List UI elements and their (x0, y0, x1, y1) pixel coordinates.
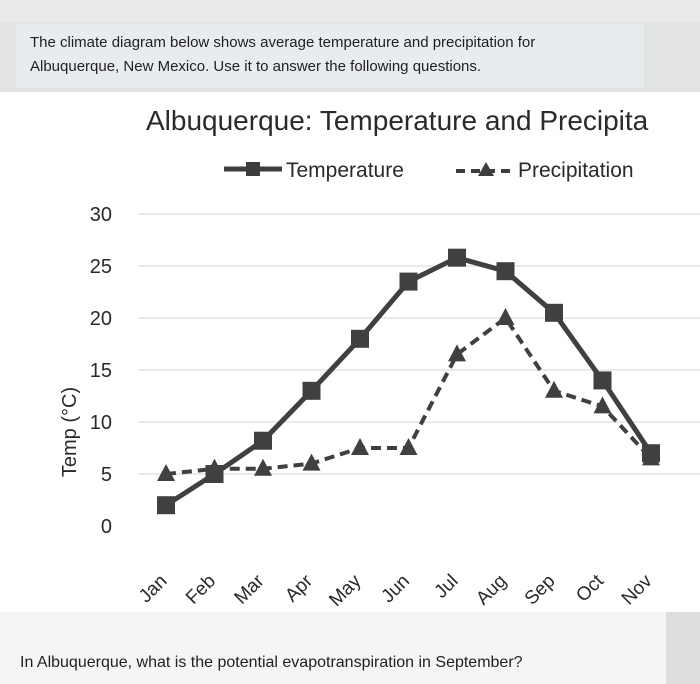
precipitation-point (496, 308, 515, 325)
legend-precipitation-label: Precipitation (518, 159, 634, 182)
x-tick-labels: Jan Feb Mar Apr May Jun Jul Aug Sep Oct Nov (135, 570, 657, 611)
temperature-point (302, 381, 321, 400)
legend: Temperature Precipitation (224, 159, 634, 182)
chart-title: Albuquerque: Temperature and Precipita (146, 105, 649, 136)
intro-text-box: The climate diagram below shows average … (16, 24, 644, 88)
temperature-point (157, 496, 175, 515)
precipitation-point (399, 438, 418, 455)
temperature-point (351, 329, 369, 348)
precipitation-point (205, 458, 224, 476)
intro-line-1: The climate diagram below shows average … (30, 34, 536, 51)
precipitation-point (351, 438, 369, 455)
precipitation-point (157, 464, 175, 481)
right-edge (666, 612, 700, 684)
x-tick-label: Jul (431, 571, 463, 603)
precipitation-point (302, 453, 321, 471)
x-tick-label: Sep (521, 571, 560, 610)
temperature-point (496, 262, 515, 281)
temperature-point (254, 431, 272, 450)
legend-precipitation-marker (478, 162, 494, 176)
x-tick-label: Feb (182, 571, 220, 609)
precipitation-point (593, 396, 612, 414)
climate-chart: Albuquerque: Temperature and Precipita T… (59, 105, 700, 611)
x-tick-label: Oct (572, 570, 608, 606)
precipitation-point (642, 448, 660, 466)
x-tick-label: Jun (378, 571, 415, 608)
y-tick-label: 30 (90, 204, 112, 226)
x-tick-label: Apr (281, 570, 317, 606)
y-tick-label: 0 (101, 516, 112, 538)
legend-temperature-marker (246, 162, 260, 176)
chart-area: Albuquerque: Temperature and Precipita T… (0, 92, 700, 612)
precipitation-point (545, 380, 563, 398)
x-tick-label: May (325, 570, 366, 611)
question-text: In Albuquerque, what is the potential ev… (20, 654, 523, 671)
temperature-point (593, 371, 612, 390)
top-band (0, 0, 700, 22)
y-axis-title: Temp (°C) (59, 387, 81, 477)
question-panel (0, 612, 666, 684)
temperature-point (399, 272, 418, 291)
gridlines (138, 213, 700, 475)
x-tick-label: Mar (231, 570, 269, 608)
temperature-point (545, 303, 563, 322)
legend-temperature-label: Temperature (286, 159, 404, 182)
y-tick-label: 10 (90, 412, 112, 434)
y-tick-label: 25 (90, 256, 112, 278)
y-tick-label: 20 (90, 308, 112, 330)
temperature-point (448, 248, 466, 267)
y-tick-label: 5 (101, 464, 112, 486)
series-layer (157, 248, 660, 515)
y-tick-labels: 0 5 10 15 20 25 30 (90, 204, 112, 538)
precipitation-point (448, 344, 466, 362)
precipitation-point (254, 458, 272, 476)
x-tick-label: Aug (472, 571, 511, 610)
intro-line-2: Albuquerque, New Mexico. Use it to answe… (30, 58, 482, 75)
y-tick-label: 15 (90, 360, 112, 382)
x-tick-label: Jan (135, 571, 172, 608)
x-tick-label: Nov (618, 570, 657, 609)
